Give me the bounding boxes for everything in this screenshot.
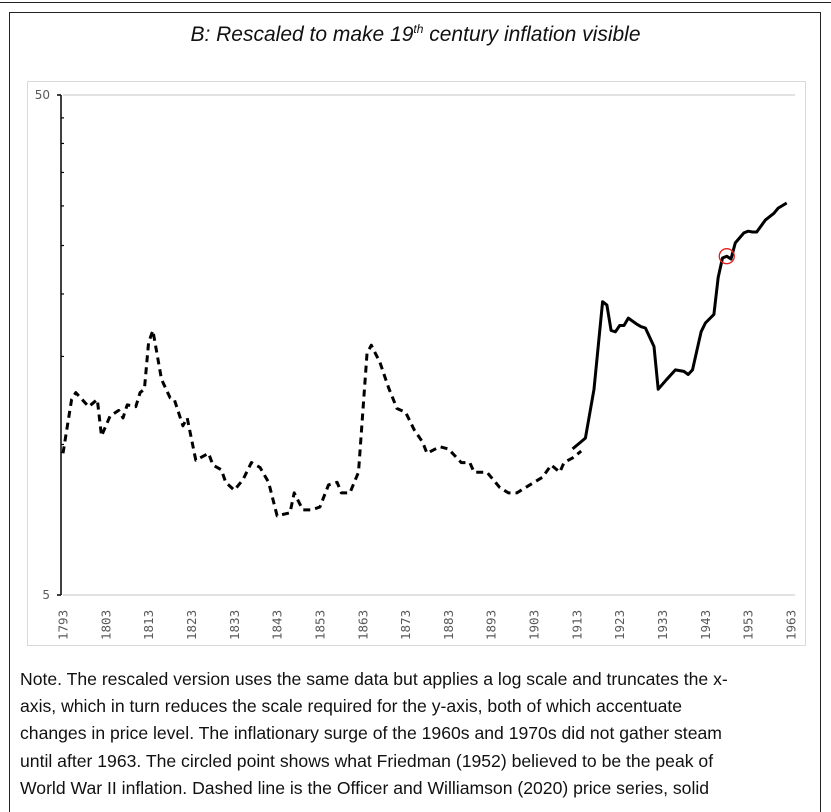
figure-note: Note. The rescaled version uses the same… [20,666,820,802]
x-tick-label: 1833 [227,610,242,640]
x-tick-label: 1963 [784,610,799,640]
y-tick-label: 5 [42,588,50,602]
x-tick-label: 1953 [741,610,756,640]
solid-series-line [571,201,788,451]
x-tick-label: 1903 [527,610,542,640]
chart: 50 5 1793 1803 1813 1823 1833 1843 1853 1863 1873 1… [35,88,799,640]
x-tick-label: 1813 [141,610,156,640]
note-line: Note. The rescaled version uses the same… [20,669,728,689]
x-tick-label: 1943 [698,610,713,640]
x-tick-label: 1803 [98,610,113,640]
top-rule [0,2,831,3]
chart-title: B: Rescaled to make 19th century inflati… [0,22,831,47]
figure-border [9,12,821,812]
note-line: until after 1963. The circled point show… [20,750,714,771]
x-tick-label: 1913 [569,610,584,640]
title-text-end: century inflation visible [423,23,641,46]
note-line: changes in price level. The inflationary… [20,723,722,744]
dashed-series-line [61,329,583,518]
x-tick-label: 1883 [441,610,456,640]
x-tick-label: 1823 [184,610,199,640]
x-tick-label: 1933 [655,610,670,640]
x-tick-label: 1863 [355,610,370,640]
chart-frame [27,81,806,646]
note-line: World War II inflation. Dashed line is t… [20,777,710,798]
x-tick-label: 1923 [612,610,627,640]
x-tick-label: 1793 [56,610,71,640]
title-text: B: Rescaled to make 19 [190,23,414,46]
x-tick-label: 1843 [270,610,285,640]
annotation-circle [718,248,735,265]
x-tick-label: 1893 [484,610,499,640]
title-superscript: th [413,22,424,36]
note-line: axis, which in turn reduces the scale re… [20,696,683,717]
y-tick-label: 50 [35,88,50,102]
x-tick-label: 1873 [398,610,413,640]
x-tick-label: 1853 [312,610,327,640]
